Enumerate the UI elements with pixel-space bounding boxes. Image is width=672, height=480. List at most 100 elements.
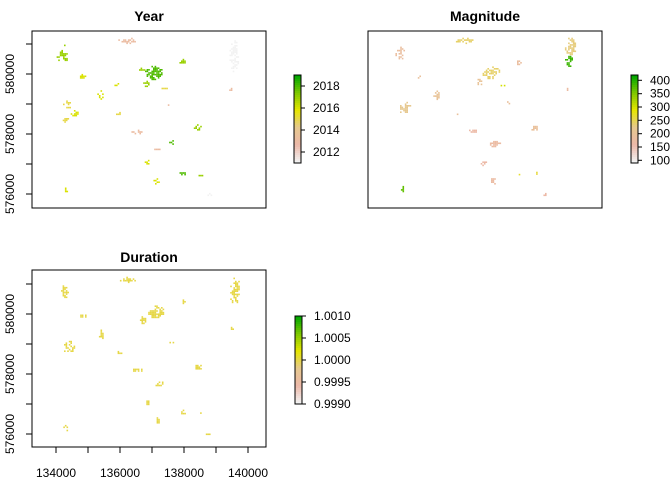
raster-patch [63,424,69,432]
raster-cell [236,288,239,291]
raster-cell [230,326,233,329]
raster-cell [134,132,137,135]
raster-cell [154,148,156,151]
raster-cell [236,295,239,297]
panel-title: Year [134,8,164,24]
raster-cell [485,161,488,163]
legend-color-step [631,99,638,102]
raster-cell [568,55,570,58]
legend-color-step [294,157,301,160]
legend-color-step [295,346,302,349]
raster-patch [229,87,233,91]
raster-cell [404,105,407,107]
raster-cell [62,291,65,294]
raster-cell [184,60,186,62]
raster-cell [566,62,569,64]
raster-cell [81,314,84,317]
raster-cell [236,300,239,302]
raster-cell [84,75,87,78]
raster-cell [65,293,68,295]
raster-cell [572,48,575,51]
raster-cell [209,433,211,436]
raster-cell [102,332,104,335]
raster-patch [182,299,186,305]
raster-cell [156,69,158,71]
raster-cell [231,53,233,55]
raster-cell [158,381,161,384]
raster-cell [574,45,577,48]
legend-color-step [631,131,638,134]
legend-color-step [294,149,301,152]
raster-patch [565,55,573,67]
legend-color-step [295,350,302,353]
legend-color-step [295,348,302,351]
raster-cell [235,288,237,291]
raster-cell [149,75,152,77]
raster-cell [157,70,160,73]
raster-cell [153,310,155,312]
raster-cell [566,50,569,53]
raster-cell [65,344,68,346]
legend-color-step [294,85,301,88]
raster-cell [151,311,153,314]
raster-cell [98,96,101,99]
raster-cell [64,291,66,294]
raster-cell [236,301,239,304]
raster-cell [395,53,397,55]
legend-color-step [294,151,301,154]
raster-cell [182,172,185,174]
raster-cell [496,144,498,146]
raster-cell [164,87,167,90]
raster-cell [66,426,69,429]
raster-cell [496,142,498,145]
raster-cell [234,41,236,44]
raster-cell [200,364,202,367]
legend-color-step [294,147,301,150]
raster-cell [534,127,537,129]
raster-cell [518,60,521,62]
raster-cell [209,192,211,195]
raster-cell [65,347,68,349]
raster-cell [231,61,233,63]
raster-cell [195,366,197,368]
raster-cell [492,72,494,75]
raster-cell [72,350,74,352]
raster-cell [146,163,148,165]
raster-cell [157,384,159,387]
raster-cell [149,311,152,314]
raster-cell [234,46,236,49]
raster-cell [123,278,125,280]
raster-patch [230,277,240,304]
legend-color-step [631,111,638,114]
raster-cell [197,129,199,131]
raster-cell [157,77,160,79]
raster-cell [154,311,157,314]
legend-color-step [631,105,638,108]
raster-cell [70,113,73,115]
raster-cell [571,47,573,49]
raster-cell [401,108,404,110]
raster-cell [564,47,567,49]
legend-color-step [295,322,302,325]
raster-cell [184,172,186,174]
raster-cell [569,53,572,56]
legend-color-step [294,81,301,84]
legend-ticks: 1.0010 1.0005 1.0000 0.9995 0.9990 [302,309,351,411]
raster-cell [200,368,202,370]
raster-cell [489,144,492,146]
raster-cell [154,315,157,317]
raster-cell [141,131,143,133]
raster-cell [485,72,488,75]
raster-cell [467,39,469,41]
legend-tick-label: 2018 [313,79,340,93]
raster-cell [157,75,160,77]
raster-cell [124,39,127,41]
raster-cell [139,69,141,71]
raster-cell [166,87,168,90]
legend-color-step [294,99,301,102]
raster-patch [119,276,136,284]
raster-cell [66,106,68,109]
raster-cell [197,366,199,368]
legend-color-step [295,396,302,399]
legend-color-step [294,105,301,108]
